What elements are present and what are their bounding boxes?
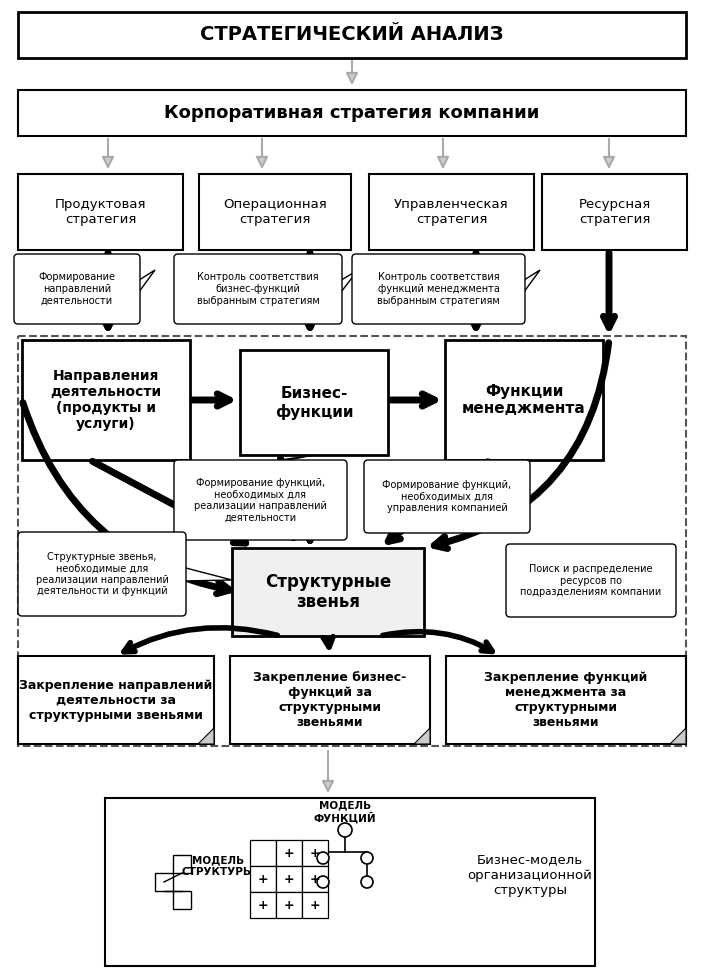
Bar [276, 892, 302, 918]
Circle shape [361, 852, 373, 864]
Polygon shape [182, 567, 232, 581]
Text: Направления
деятельности
(продукты и
услуги): Направления деятельности (продукты и усл… [51, 368, 161, 431]
Bar [173, 855, 191, 873]
Text: Структурные
звенья: Структурные звенья [265, 572, 391, 612]
Polygon shape [254, 455, 314, 464]
Text: МОДЕЛЬ
СТРУКТУРЫ: МОДЕЛЬ СТРУКТУРЫ [182, 856, 255, 877]
Polygon shape [414, 728, 430, 744]
Bar [232, 548, 424, 636]
Text: СТРАТЕГИЧЕСКИЙ АНАЛИЗ: СТРАТЕГИЧЕСКИЙ АНАЛИЗ [200, 25, 504, 44]
Bar [18, 174, 183, 250]
Polygon shape [521, 270, 540, 296]
FancyBboxPatch shape [364, 460, 530, 533]
Text: Структурные звенья,
необходимые для
реализации направлений
деятельности и функци: Структурные звенья, необходимые для реал… [35, 552, 168, 597]
Bar [105, 798, 595, 966]
Text: Бизнес-
функции: Бизнес- функции [275, 386, 353, 419]
Text: Операционная
стратегия: Операционная стратегия [223, 198, 327, 226]
Bar [230, 656, 430, 744]
Text: Закрепление функций
менеджмента за
структурными
звеньями: Закрепление функций менеджмента за струк… [484, 671, 648, 729]
Text: +: + [283, 847, 294, 859]
Bar [250, 866, 276, 892]
Text: +: + [283, 872, 294, 886]
Bar [22, 340, 190, 460]
Polygon shape [440, 460, 476, 464]
Bar [542, 174, 687, 250]
Bar [369, 174, 534, 250]
Bar [18, 656, 214, 744]
Bar [445, 340, 603, 460]
Text: Закрепление бизнес-
функций за
структурными
звеньями: Закрепление бизнес- функций за структурн… [253, 671, 407, 729]
Circle shape [361, 876, 373, 888]
Polygon shape [670, 728, 686, 744]
Text: Поиск и распределение
ресурсов по
подразделениям компании: Поиск и распределение ресурсов по подраз… [520, 564, 661, 597]
FancyBboxPatch shape [352, 254, 525, 324]
Bar [240, 350, 388, 455]
Text: Продуктовая
стратегия: Продуктовая стратегия [55, 198, 146, 226]
FancyBboxPatch shape [506, 544, 676, 617]
Circle shape [317, 852, 329, 864]
Bar [18, 90, 686, 136]
Bar [250, 840, 276, 866]
Bar [173, 891, 191, 909]
Text: +: + [258, 872, 269, 886]
Circle shape [317, 876, 329, 888]
Text: Функции
менеджмента: Функции менеджмента [462, 384, 586, 416]
Text: Закрепление направлений
деятельности за
структурными звеньями: Закрепление направлений деятельности за … [19, 678, 213, 721]
Bar [446, 656, 686, 744]
Bar [302, 866, 328, 892]
FancyBboxPatch shape [18, 532, 186, 616]
Text: +: + [258, 899, 269, 911]
Text: Корпоративная стратегия компании: Корпоративная стратегия компании [164, 104, 540, 122]
Text: +: + [309, 899, 320, 911]
Polygon shape [198, 728, 214, 744]
FancyBboxPatch shape [14, 254, 140, 324]
Polygon shape [338, 270, 358, 296]
Text: +: + [309, 872, 320, 886]
Text: Контроль соответствия
функций менеджмента
выбранным стратегиям: Контроль соответствия функций менеджмент… [377, 272, 500, 306]
FancyBboxPatch shape [174, 254, 342, 324]
Text: +: + [283, 899, 294, 911]
Circle shape [338, 823, 352, 837]
Text: Формирование функций,
необходимых для
управления компанией: Формирование функций, необходимых для уп… [382, 480, 512, 514]
Text: МОДЕЛЬ
ФУНКЦИЙ: МОДЕЛЬ ФУНКЦИЙ [314, 801, 376, 824]
Bar [18, 12, 686, 58]
Bar [302, 840, 328, 866]
Bar [302, 892, 328, 918]
Bar [276, 866, 302, 892]
Bar [155, 873, 173, 891]
Bar [199, 174, 351, 250]
FancyBboxPatch shape [174, 460, 347, 540]
Text: Формирование функций,
необходимых для
реализации направлений
деятельности: Формирование функций, необходимых для ре… [194, 477, 327, 522]
Text: Контроль соответствия
бизнес-функций
выбранным стратегиям: Контроль соответствия бизнес-функций выб… [197, 272, 319, 306]
Text: Управленческая
стратегия: Управленческая стратегия [394, 198, 509, 226]
Text: +: + [309, 847, 320, 859]
Text: Бизнес-модель
организационной
структуры: Бизнес-модель организационной структуры [467, 854, 592, 897]
Text: Ресурсная
стратегия: Ресурсная стратегия [578, 198, 651, 226]
Bar [250, 892, 276, 918]
Bar [276, 840, 302, 866]
Text: Формирование
направлений
деятельности: Формирование направлений деятельности [39, 272, 116, 306]
Polygon shape [136, 270, 155, 296]
Bar [18, 336, 686, 746]
